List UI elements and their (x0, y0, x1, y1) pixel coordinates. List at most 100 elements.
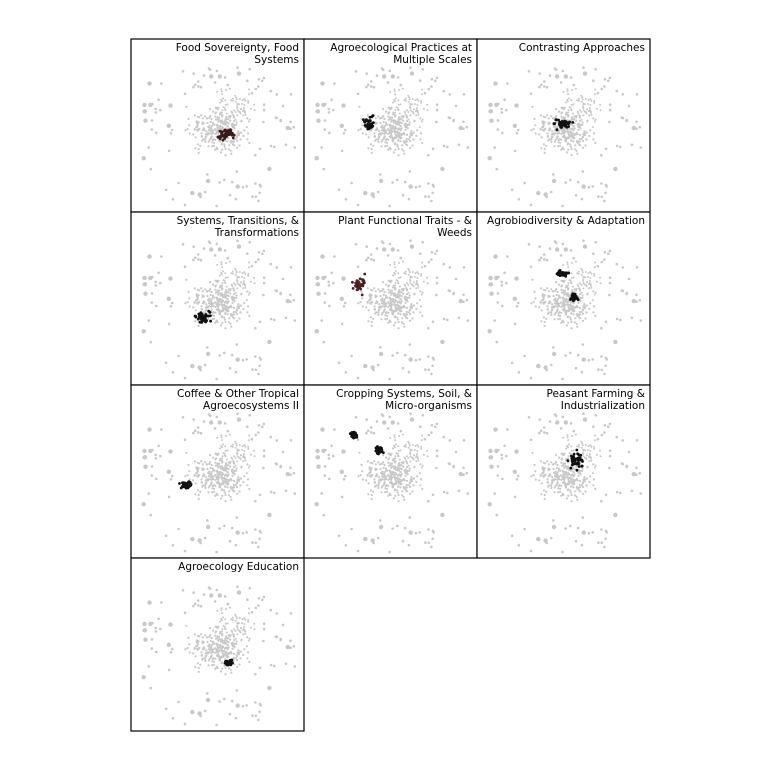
node (225, 120, 228, 124)
node (394, 93, 397, 96)
node (208, 297, 211, 300)
node (541, 467, 544, 470)
node (247, 447, 250, 450)
node (214, 625, 217, 628)
node (396, 76, 400, 79)
node (500, 457, 504, 460)
node (193, 301, 196, 304)
node (430, 199, 433, 203)
highlight-node (216, 135, 220, 139)
node (466, 146, 470, 149)
node (412, 477, 415, 480)
node (573, 118, 576, 121)
node (604, 493, 608, 497)
node (569, 422, 573, 425)
node (206, 132, 209, 135)
node (247, 120, 250, 123)
node (380, 491, 383, 494)
node (215, 123, 219, 126)
node (360, 463, 363, 466)
node (572, 83, 576, 87)
highlight-node (553, 122, 557, 125)
node (419, 305, 423, 308)
node (239, 111, 241, 114)
node (183, 203, 187, 207)
node (253, 282, 256, 285)
node (382, 247, 387, 252)
node (254, 368, 258, 372)
node (399, 429, 403, 433)
node (435, 281, 439, 285)
node (566, 465, 569, 468)
node (233, 115, 235, 118)
node (378, 524, 384, 530)
node (409, 102, 412, 105)
node (399, 310, 402, 313)
node (230, 642, 233, 645)
node (538, 479, 541, 482)
node (229, 668, 232, 671)
node (361, 478, 364, 481)
node (262, 293, 265, 297)
node (340, 149, 344, 153)
node (593, 274, 596, 277)
node (550, 133, 553, 136)
node (197, 493, 200, 497)
node (215, 296, 219, 299)
node (570, 139, 573, 142)
node (192, 652, 195, 655)
node (593, 446, 596, 448)
node (143, 637, 148, 642)
node (378, 351, 384, 357)
node (542, 489, 545, 492)
node (225, 262, 227, 264)
node (199, 144, 202, 147)
node (550, 484, 553, 487)
node (403, 469, 406, 472)
node (399, 137, 402, 140)
node (215, 492, 218, 495)
node (215, 69, 219, 73)
node (553, 491, 556, 494)
node (430, 372, 433, 376)
node (214, 461, 217, 464)
node (171, 371, 175, 374)
highlight-node (364, 125, 368, 128)
node (571, 435, 573, 437)
node (402, 140, 405, 143)
node (589, 271, 592, 274)
node (354, 416, 358, 419)
node (517, 544, 521, 547)
node (560, 474, 563, 477)
node (248, 637, 251, 640)
node (254, 153, 257, 157)
node (566, 436, 569, 439)
node (581, 442, 584, 445)
node (201, 129, 204, 132)
node (398, 285, 401, 288)
node (558, 132, 561, 135)
node (238, 651, 241, 654)
node (358, 105, 361, 108)
node (328, 477, 331, 481)
node (557, 467, 561, 470)
node (218, 119, 221, 122)
node (400, 134, 403, 137)
node (603, 85, 606, 88)
node (262, 249, 266, 253)
node (416, 277, 419, 279)
node (366, 114, 369, 117)
node (258, 191, 261, 195)
node (229, 292, 232, 295)
node (418, 299, 421, 302)
node (232, 652, 236, 655)
node (219, 311, 222, 314)
node (332, 454, 335, 458)
node (236, 146, 239, 149)
node (281, 450, 285, 454)
node (554, 124, 557, 127)
node (414, 99, 417, 102)
node (386, 296, 389, 299)
node (236, 625, 238, 627)
node (416, 444, 419, 447)
